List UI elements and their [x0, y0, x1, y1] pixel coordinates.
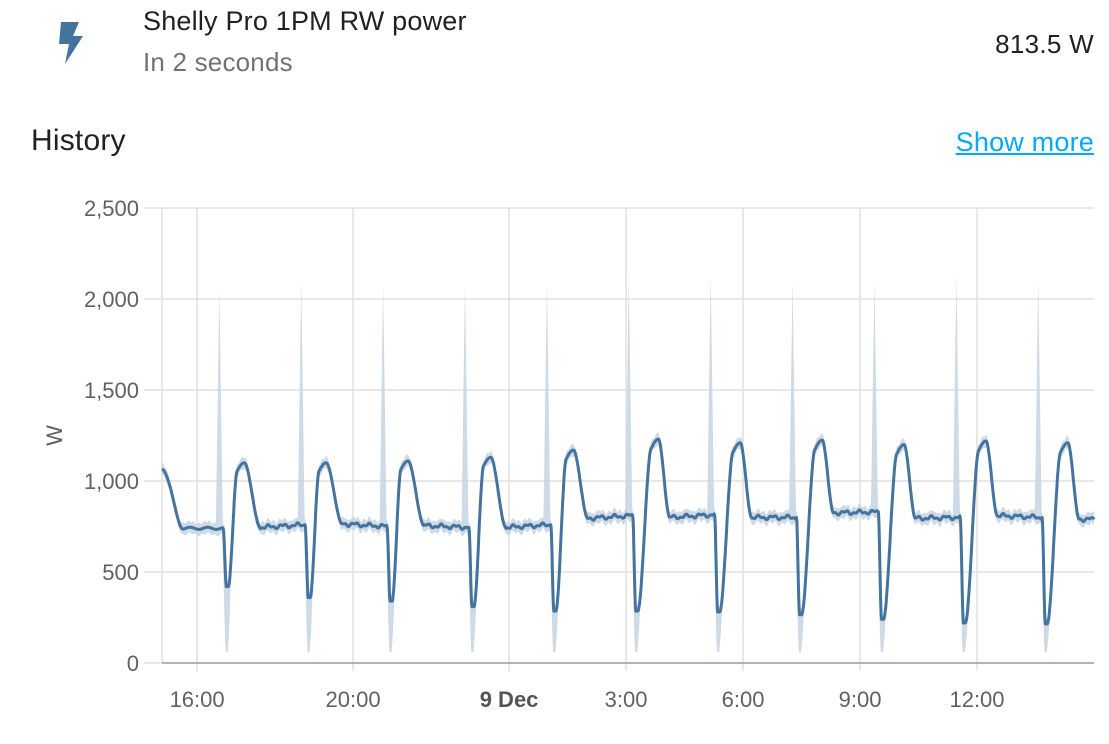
- entity-name: Shelly Pro 1PM RW power: [143, 6, 467, 36]
- show-more-link[interactable]: Show more: [955, 127, 1094, 157]
- x-tick-label: 9:00: [839, 687, 882, 712]
- entity-last-changed: In 2 seconds: [143, 47, 293, 77]
- flash-icon: [59, 22, 83, 64]
- x-tick-label: 20:00: [326, 687, 381, 712]
- x-tick-label: 9 Dec: [480, 687, 539, 712]
- x-tick-label: 12:00: [949, 687, 1004, 712]
- y-axis-label: W: [42, 425, 67, 446]
- min-max-band: [162, 273, 1094, 653]
- entity-row[interactable]: Shelly Pro 1PM RW power In 2 seconds 813…: [0, 0, 1109, 90]
- y-tick-label: 2,000: [84, 287, 139, 312]
- x-tick-label: 16:00: [170, 687, 225, 712]
- history-title: History: [31, 124, 126, 157]
- y-tick-label: 2,500: [84, 196, 139, 221]
- x-axis-ticks: 16:00 20:00 9 Dec 3:00 6:00 9:00 12:00: [170, 687, 1005, 712]
- y-tick-label: 1,000: [84, 469, 139, 494]
- y-tick-label: 500: [102, 560, 139, 585]
- series-line: [160, 437, 1096, 626]
- chart-grid: [144, 207, 1094, 671]
- y-tick-label: 0: [127, 651, 139, 676]
- y-tick-label: 1,500: [84, 378, 139, 403]
- x-tick-label: 6:00: [722, 687, 765, 712]
- history-chart[interactable]: 0 500 1,000 1,500 2,000 2,500 16:00 20:00 9 Dec…: [0, 180, 1109, 740]
- x-tick-label: 3:00: [605, 687, 648, 712]
- entity-state: 813.5 W: [995, 29, 1094, 59]
- y-axis-ticks: 0 500 1,000 1,500 2,000 2,500: [84, 196, 139, 676]
